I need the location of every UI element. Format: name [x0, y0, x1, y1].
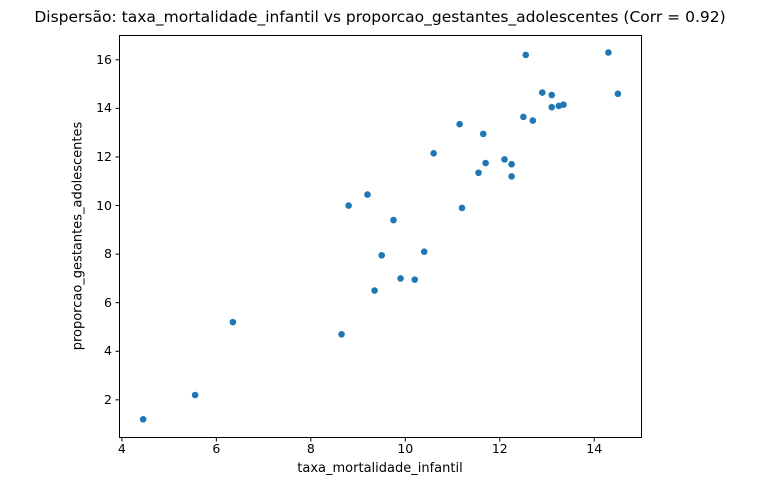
data-point	[420, 248, 428, 255]
data-point	[338, 330, 345, 338]
x-tick-label: 12	[491, 441, 508, 456]
data-point	[560, 101, 567, 109]
data-point	[458, 204, 466, 212]
data-point	[345, 202, 352, 209]
data-point	[397, 275, 404, 282]
data-point	[538, 89, 546, 96]
y-tick-label: 4	[104, 343, 112, 359]
data-point	[364, 191, 371, 198]
data-point	[229, 318, 237, 326]
axes-frame	[119, 35, 642, 438]
data-point	[548, 91, 556, 99]
data-point	[456, 120, 463, 128]
data-point	[430, 150, 437, 157]
data-point	[522, 51, 530, 59]
data-point	[508, 160, 515, 168]
data-point	[475, 169, 482, 177]
x-axis-label: taxa_mortalidade_infantil	[297, 461, 463, 476]
data-point	[390, 216, 397, 224]
data-point	[482, 159, 489, 167]
y-tick-label: 10	[96, 197, 112, 213]
data-point	[371, 287, 378, 294]
y-tick-label: 8	[104, 246, 112, 262]
y-tick-label: 14	[96, 100, 112, 116]
data-point	[614, 90, 622, 98]
y-tick-label: 2	[104, 391, 112, 407]
data-point	[501, 156, 508, 163]
data-point	[411, 276, 419, 283]
x-tick-label: 14	[586, 441, 603, 456]
x-tick-label: 4	[117, 441, 126, 456]
chart-title: Dispersão: taxa_mortalidade_infantil vs …	[34, 8, 726, 26]
x-tick-label: 8	[306, 441, 315, 456]
data-point	[548, 103, 556, 111]
data-point	[139, 415, 147, 423]
data-point	[479, 130, 487, 138]
data-point	[529, 117, 537, 124]
data-point	[520, 113, 527, 121]
y-tick-label: 16	[96, 51, 112, 67]
data-point	[508, 173, 515, 180]
y-tick-label: 12	[96, 148, 112, 164]
data-point	[605, 49, 612, 56]
data-point	[378, 252, 385, 259]
y-tick-label: 6	[104, 294, 112, 310]
data-point	[191, 391, 199, 399]
x-tick-label: 10	[397, 441, 414, 456]
x-tick-label: 6	[212, 441, 221, 456]
